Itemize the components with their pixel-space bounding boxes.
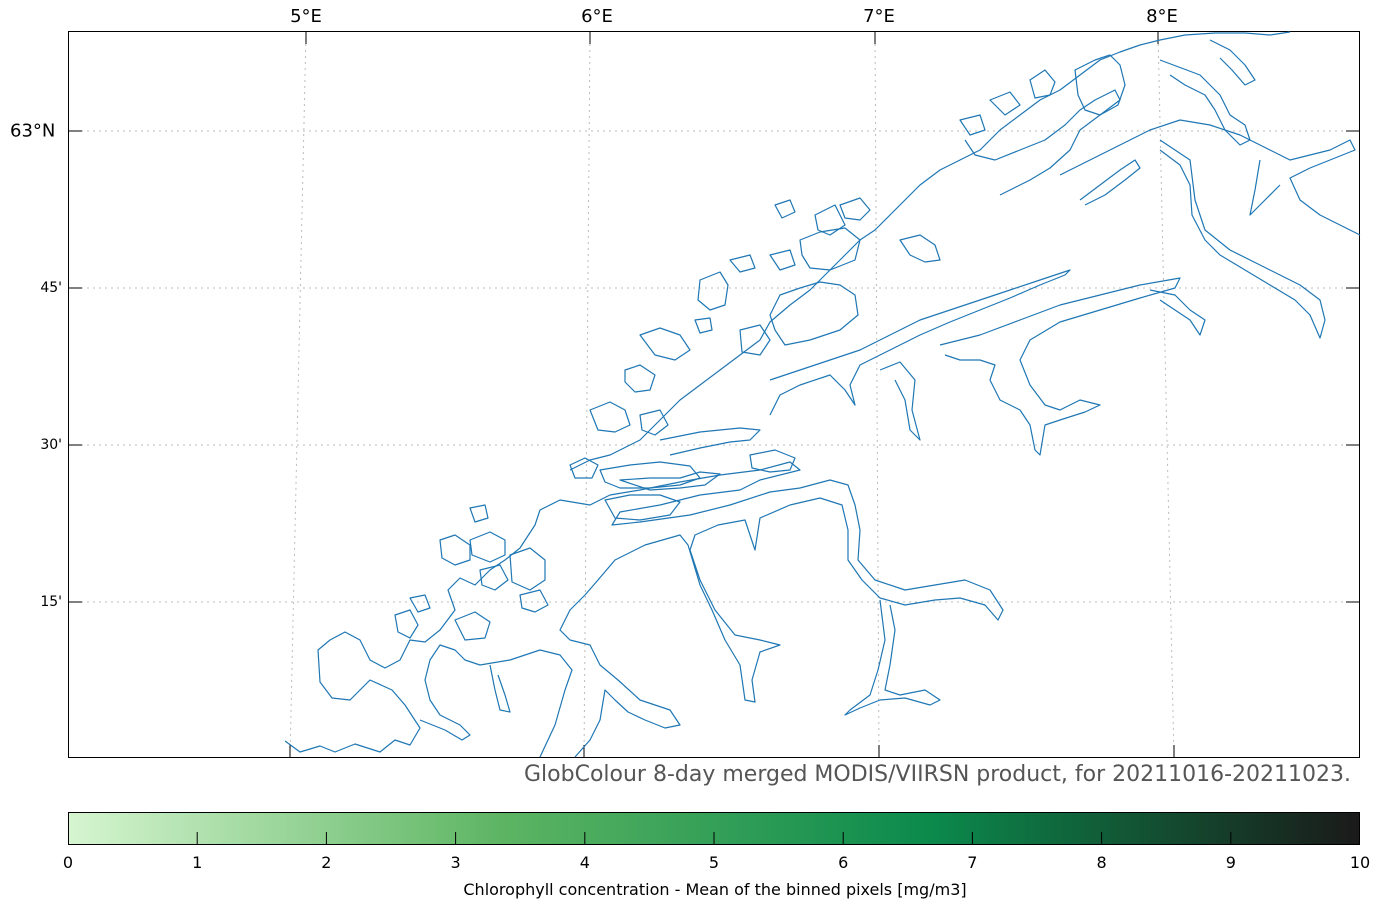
lon-label-6e: 6°E	[581, 6, 613, 27]
colorbar-tick-label: 2	[321, 853, 332, 872]
colorbar-tick-label: 1	[192, 853, 203, 872]
lon-label-7e: 7°E	[863, 6, 895, 27]
lon-label-8e: 8°E	[1146, 6, 1178, 27]
colorbar-tick-label: 5	[708, 853, 720, 872]
colorbar-tick-label: 7	[967, 853, 978, 872]
coastline	[284, 31, 1361, 758]
colorbar-label: Chlorophyll concentration - Mean of the …	[463, 880, 967, 899]
lat-label-63n: 63°N	[10, 120, 56, 142]
colorbar-tick-label: 0	[62, 853, 74, 872]
colorbar-tick-label: 9	[1225, 853, 1236, 872]
colorbar-tick-label: 4	[579, 853, 590, 872]
lat-label-15min: 15'	[40, 594, 62, 610]
colorbar	[68, 812, 1360, 845]
graticule	[69, 31, 1359, 758]
colorbar-tick-label: 3	[450, 853, 461, 872]
map-frame	[68, 31, 1360, 758]
colorbar-tick-label: 8	[1096, 853, 1107, 872]
lat-label-45min: 45'	[40, 280, 62, 296]
colorbar-tick-label: 6	[838, 853, 849, 872]
lat-label-30min: 30'	[40, 437, 62, 453]
product-caption: GlobColour 8-day merged MODIS/VIIRSN pro…	[524, 762, 1351, 787]
tick-marks	[68, 31, 1360, 758]
colorbar-tick-label: 10	[1349, 853, 1371, 872]
lon-label-5e: 5°E	[290, 6, 322, 27]
